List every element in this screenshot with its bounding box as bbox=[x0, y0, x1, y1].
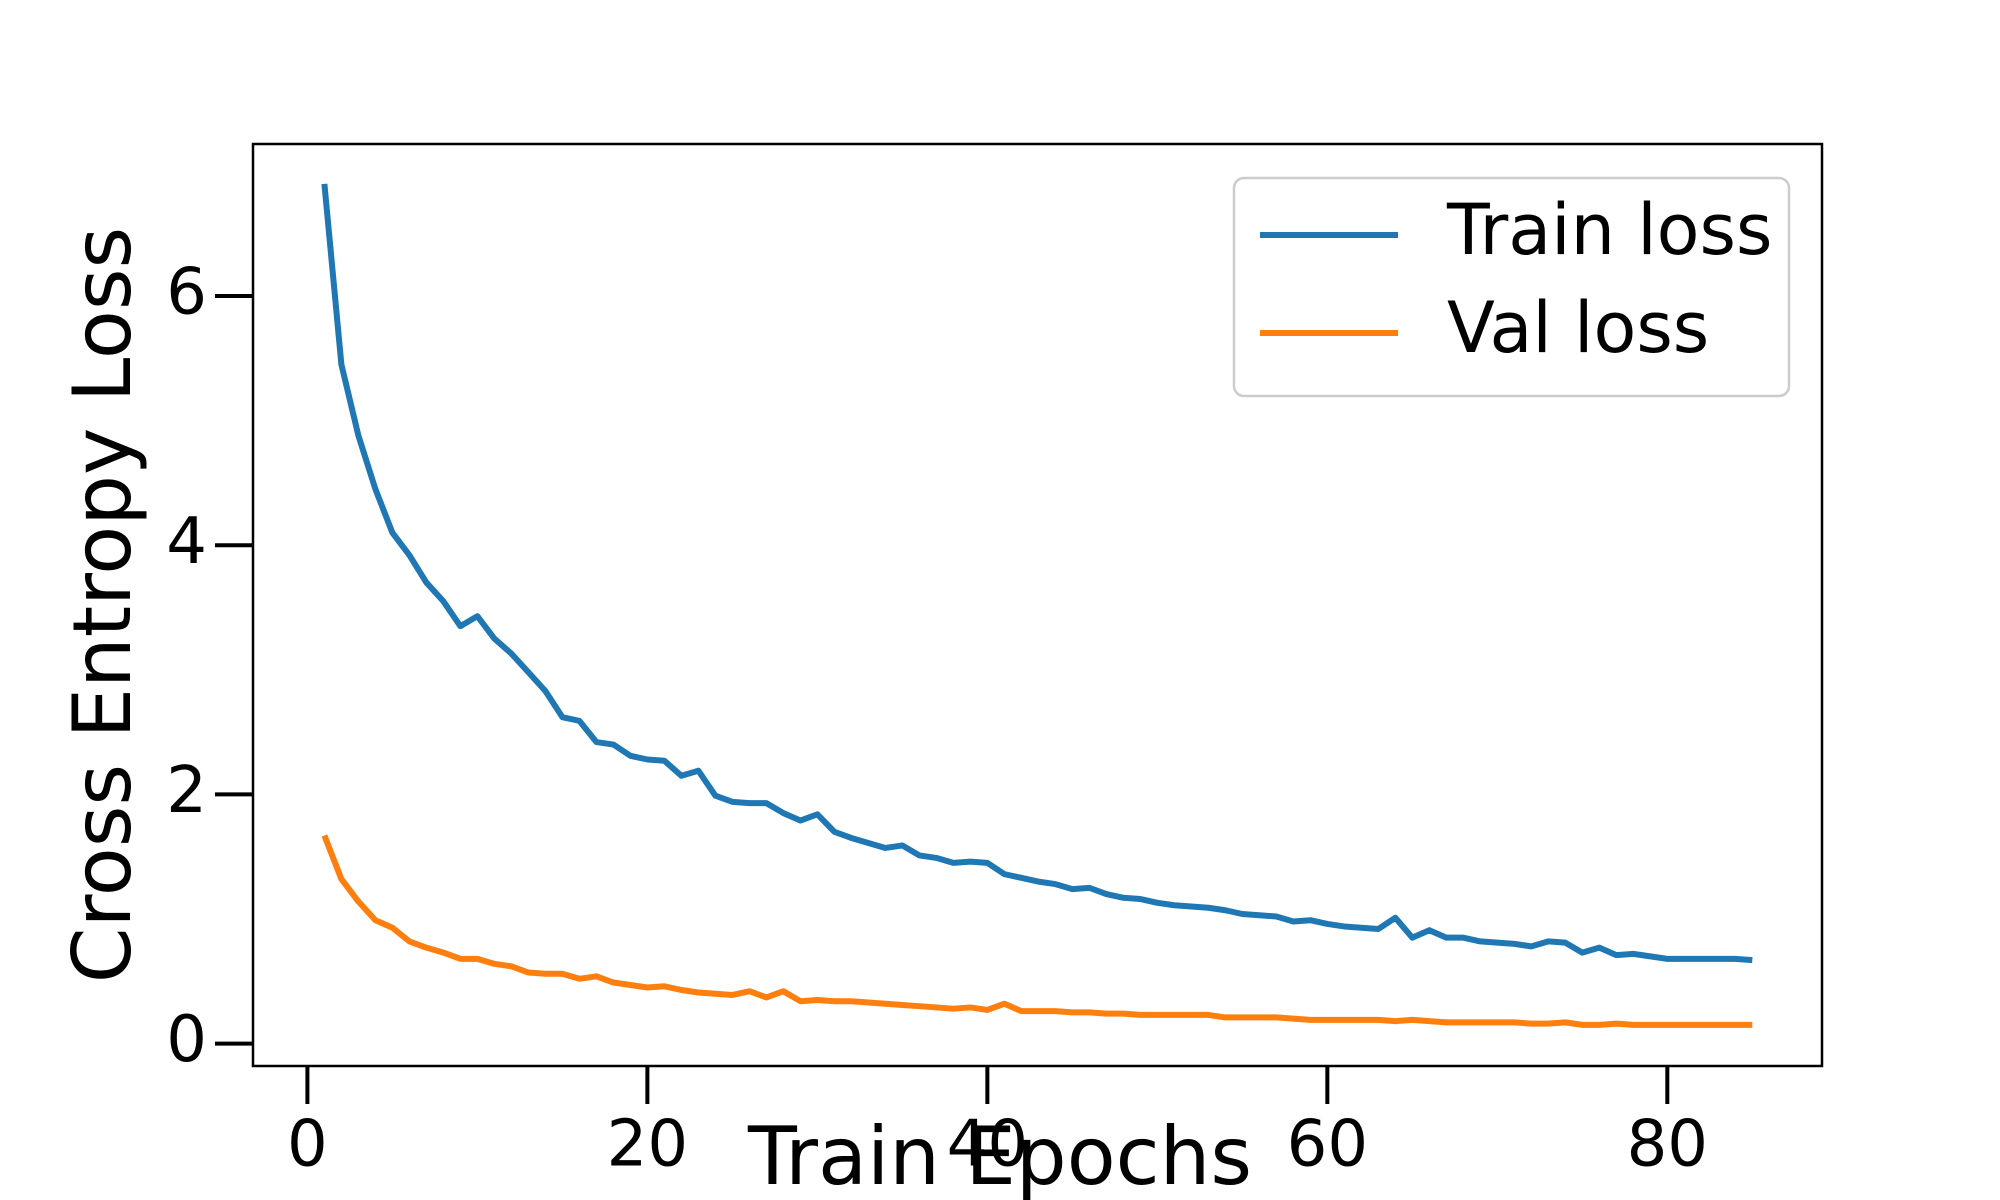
x-tick-label: 60 bbox=[1287, 1108, 1368, 1182]
series-line bbox=[321, 834, 1753, 1028]
x-tick-label: 80 bbox=[1627, 1108, 1708, 1182]
y-axis-label: Cross Entropy Loss bbox=[56, 227, 149, 983]
legend-label: Val loss bbox=[1447, 287, 1709, 369]
y-tick-label: 2 bbox=[166, 754, 207, 828]
y-tick-label: 0 bbox=[166, 1003, 207, 1077]
x-axis-label: Train Epochs bbox=[747, 1110, 1252, 1200]
x-tick-label: 40 bbox=[947, 1108, 1028, 1182]
plot-frame bbox=[251, 142, 1824, 1068]
x-tick-label: 20 bbox=[607, 1108, 688, 1182]
series-line bbox=[321, 183, 1753, 964]
legend-label: Train loss bbox=[1446, 189, 1772, 271]
x-tick-label: 0 bbox=[287, 1108, 328, 1182]
y-tick-label: 4 bbox=[166, 505, 207, 579]
y-tick-label: 6 bbox=[166, 256, 207, 330]
